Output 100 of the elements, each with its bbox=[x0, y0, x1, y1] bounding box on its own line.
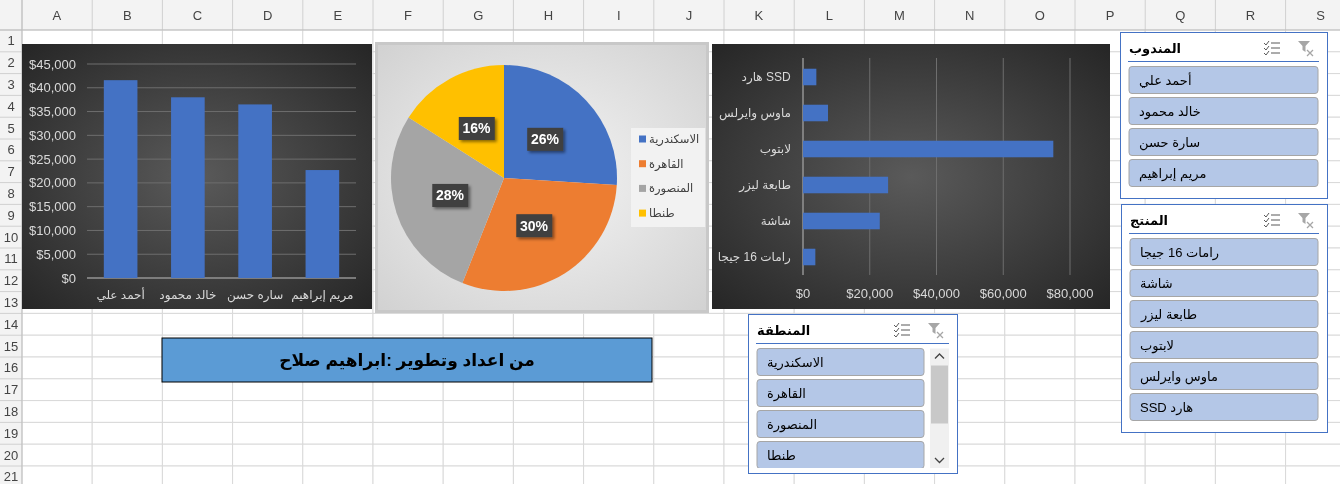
bar bbox=[103, 80, 138, 278]
bar bbox=[305, 170, 340, 278]
x-tick-label: مريم إبراهيم bbox=[291, 288, 354, 303]
y-tick-label: 14 bbox=[3, 316, 19, 332]
x-tick-label: ساره حسن bbox=[226, 288, 284, 303]
y-tick-label: 16 bbox=[3, 360, 19, 376]
x-tick-label: R bbox=[1245, 7, 1256, 23]
y-tick-label: $15,000 bbox=[29, 199, 76, 215]
x-tick-label: E bbox=[333, 7, 343, 23]
data-label: 16% bbox=[462, 120, 492, 137]
x-tick-label: L bbox=[825, 7, 833, 23]
x-tick-label: C bbox=[192, 7, 203, 23]
x-tick-label: P bbox=[1105, 7, 1115, 23]
x-tick-label: خالد محمود bbox=[159, 288, 217, 303]
y-tick-label: $30,000 bbox=[29, 127, 76, 143]
text: المندوب bbox=[1129, 40, 1182, 56]
x-tick-label: $20,000 bbox=[846, 285, 894, 301]
annotation: خالد محمود bbox=[1139, 103, 1201, 120]
annotation: ماوس وايرلس bbox=[1140, 368, 1218, 385]
data-label: 26% bbox=[530, 131, 560, 148]
text: المنتج bbox=[1130, 212, 1169, 228]
data-label: 28% bbox=[435, 187, 465, 204]
x-tick-label: J bbox=[685, 7, 693, 23]
y-tick-label: 20 bbox=[3, 447, 19, 463]
x-tick-label: K bbox=[754, 7, 764, 23]
y-tick-label: $20,000 bbox=[29, 175, 76, 191]
legend-label: المنصورة bbox=[649, 182, 694, 197]
y-tick-label: 2 bbox=[7, 55, 15, 71]
y-tick-label: 8 bbox=[7, 186, 15, 201]
y-tick-label: 19 bbox=[3, 425, 19, 441]
annotation: مريم إبراهيم bbox=[1139, 165, 1207, 182]
y-tick-label: $45,000 bbox=[29, 56, 76, 72]
bar bbox=[803, 104, 829, 122]
annotation: رامات 16 جيجا bbox=[1140, 244, 1220, 261]
y-tick-label: 3 bbox=[7, 77, 15, 92]
pie-slice bbox=[504, 65, 617, 186]
y-tick-label: 4 bbox=[7, 98, 15, 114]
y-tick-label: 11 bbox=[4, 251, 18, 267]
x-tick-label: A bbox=[52, 7, 62, 23]
y-tick-label: ماوس وايرلس bbox=[719, 106, 791, 121]
x-tick-label: O bbox=[1034, 7, 1045, 23]
x-tick-label: Q bbox=[1175, 7, 1186, 23]
x-tick-label: $40,000 bbox=[913, 285, 960, 301]
y-tick-label: 12 bbox=[3, 273, 19, 289]
y-tick-label: لابتوب bbox=[759, 142, 791, 157]
x-tick-label: I bbox=[616, 7, 621, 23]
x-tick-label: $60,000 bbox=[979, 285, 1027, 301]
y-tick-label: $10,000 bbox=[29, 222, 76, 238]
annotation: هارد SSD bbox=[1140, 399, 1194, 416]
y-tick-label: 18 bbox=[3, 404, 19, 419]
bar bbox=[171, 97, 205, 278]
x-tick-label: G bbox=[473, 7, 484, 23]
bar bbox=[238, 104, 272, 278]
y-tick-label: $5,000 bbox=[36, 246, 76, 262]
y-tick-label: 1 bbox=[7, 33, 15, 49]
annotation: طنطا bbox=[767, 447, 796, 463]
x-tick-label: أحمد علي bbox=[96, 287, 145, 302]
annotation: الاسكندرية bbox=[767, 354, 824, 371]
y-tick-label: 10 bbox=[3, 229, 19, 245]
annotation: أحمد علي bbox=[1139, 71, 1192, 88]
y-tick-label: 21 bbox=[3, 469, 19, 484]
y-tick-label: 17 bbox=[3, 382, 19, 398]
y-tick-label: 13 bbox=[3, 295, 19, 310]
legend-label: القاهرة bbox=[649, 157, 684, 172]
y-tick-label: شاشة bbox=[760, 214, 791, 228]
annotation: شاشة bbox=[1140, 275, 1173, 291]
annotation: القاهرة bbox=[767, 385, 806, 402]
x-tick-label: B bbox=[122, 7, 132, 23]
pie-slice bbox=[391, 117, 504, 284]
y-tick-label: $40,000 bbox=[29, 80, 76, 96]
y-tick-label: 9 bbox=[7, 207, 15, 223]
bar bbox=[803, 140, 1054, 158]
annotation: طابعة ليزر bbox=[1140, 306, 1198, 323]
data-label: 30% bbox=[519, 217, 549, 234]
x-tick-label: H bbox=[543, 7, 554, 23]
x-tick-label: F bbox=[404, 7, 413, 23]
annotation: من اعداد وتطوير :ابراهيم صلاح bbox=[279, 350, 535, 371]
annotation: سارة حسن bbox=[1139, 134, 1201, 151]
bar bbox=[803, 68, 817, 86]
x-tick-label: N bbox=[965, 7, 975, 23]
annotation: المنصورة bbox=[767, 416, 818, 433]
y-tick-label: رامات 16 جيجا bbox=[717, 250, 791, 265]
annotation: لابتوب bbox=[1140, 337, 1174, 354]
y-tick-label: هارد SSD bbox=[741, 70, 791, 85]
bar bbox=[803, 212, 880, 230]
y-tick-label: 6 bbox=[7, 142, 15, 158]
y-tick-label: 7 bbox=[7, 164, 15, 180]
y-tick-label: $25,000 bbox=[29, 151, 76, 167]
x-tick-label: $0 bbox=[795, 285, 811, 301]
x-tick-label: $80,000 bbox=[1046, 285, 1094, 301]
bar bbox=[803, 248, 816, 266]
y-tick-label: 5 bbox=[7, 120, 15, 136]
text: المنطقة bbox=[757, 322, 811, 338]
y-tick-label: $0 bbox=[61, 270, 76, 286]
bar bbox=[803, 176, 889, 194]
pie-slice bbox=[462, 178, 617, 291]
y-tick-label: $35,000 bbox=[29, 104, 76, 120]
legend-label: طنطا bbox=[649, 207, 675, 220]
y-tick-label: طابعة ليزر bbox=[738, 178, 791, 193]
y-tick-label: 15 bbox=[3, 338, 19, 354]
